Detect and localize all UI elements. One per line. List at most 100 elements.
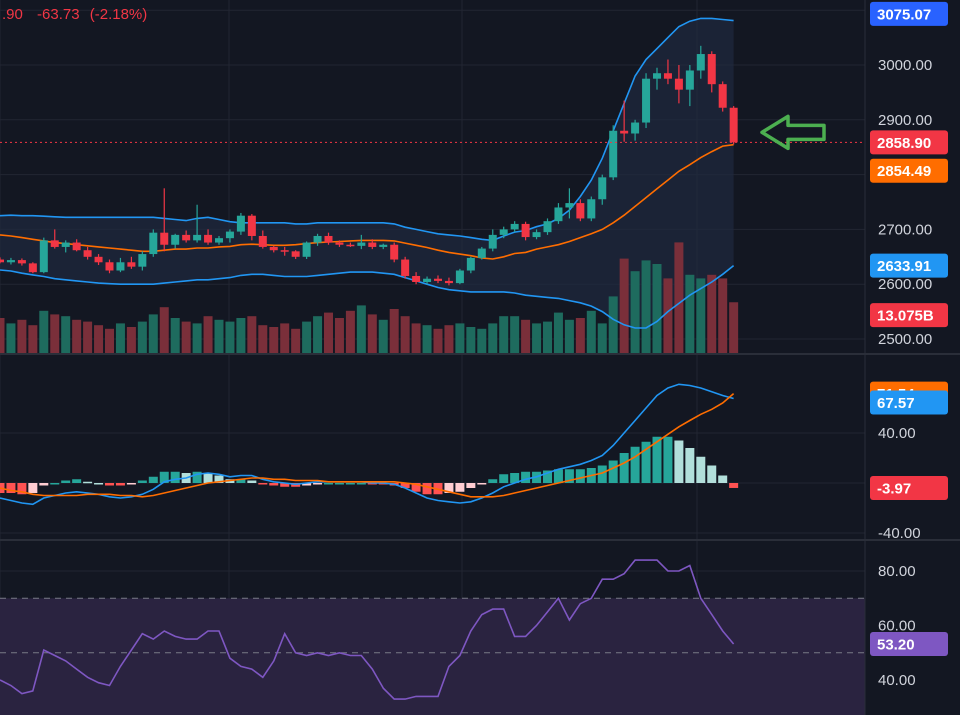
macd-histogram-bar xyxy=(159,471,169,483)
macd-histogram-bar xyxy=(411,483,421,492)
macd-histogram-bar xyxy=(521,471,531,483)
macd-histogram-bar xyxy=(575,469,585,483)
header-change-pct: (-2.18%) xyxy=(90,6,148,23)
macd-histogram-bar xyxy=(619,453,629,483)
candle-body xyxy=(554,207,563,222)
macd-axis-tick: 40.00 xyxy=(878,425,916,442)
macd-histogram-bar xyxy=(115,483,125,486)
candle-body xyxy=(83,250,92,257)
macd-signal-line xyxy=(0,392,735,498)
candle-body xyxy=(160,232,169,245)
lower-band-badge: 2633.91 xyxy=(877,258,931,275)
last-price-badge-background xyxy=(870,130,948,155)
volume-bar xyxy=(83,321,93,354)
macd-histogram-bar xyxy=(334,483,344,485)
macd-pane[interactable] xyxy=(0,383,739,506)
bollinger-basis-line xyxy=(0,143,734,260)
candle-body xyxy=(642,78,651,123)
left-arrow-annotation xyxy=(760,114,826,151)
candle-body xyxy=(707,54,716,85)
candle-body xyxy=(729,107,738,143)
volume-bar xyxy=(39,310,49,354)
rsi-badge: 53.20 xyxy=(877,637,915,654)
volume-bar xyxy=(247,316,257,354)
candle-body xyxy=(696,54,705,71)
volume-bar xyxy=(105,328,114,354)
volume-bar xyxy=(532,323,542,354)
candle-body xyxy=(653,73,661,79)
macd-histogram-bar xyxy=(356,483,366,485)
rsi-line xyxy=(0,559,735,700)
candle-body xyxy=(488,234,497,249)
rsi-axis-tick: 80.00 xyxy=(878,563,916,580)
candle-body xyxy=(171,234,180,245)
volume-bar xyxy=(389,309,399,354)
candle-body xyxy=(335,242,344,245)
macd-histogram-bar xyxy=(608,460,618,483)
candle-body xyxy=(565,203,574,208)
histogram-badge: -3.97 xyxy=(877,480,911,497)
candle-body xyxy=(357,242,366,246)
volume-bar xyxy=(28,325,38,354)
candle-body xyxy=(521,223,530,238)
volume-bar xyxy=(685,274,695,354)
price-axis-tick: 2600.00 xyxy=(878,276,932,293)
macd-histogram-bar xyxy=(203,473,213,483)
volume-bar xyxy=(641,260,651,354)
macd-histogram-bar xyxy=(543,470,552,483)
candle-body xyxy=(499,229,508,235)
macd-histogram xyxy=(0,436,739,495)
volume-bar xyxy=(302,321,312,354)
bollinger-lower-line xyxy=(0,264,735,329)
macd-histogram-bar xyxy=(477,483,487,485)
price-pane[interactable] xyxy=(0,17,865,354)
macd-histogram-bar xyxy=(126,483,136,485)
basis-badge-background xyxy=(870,158,948,183)
candle-body xyxy=(631,122,640,134)
macd-histogram-bar xyxy=(707,465,717,483)
volume-bar xyxy=(674,242,684,354)
volume-bar xyxy=(433,328,443,354)
macd-histogram-bar xyxy=(510,473,520,483)
candle-body xyxy=(718,84,727,108)
volume-bar xyxy=(553,312,563,354)
macd-histogram-bar xyxy=(499,474,509,483)
candle-body xyxy=(182,234,191,241)
rsi-band-background xyxy=(0,598,865,715)
macd-histogram-bar xyxy=(444,483,454,493)
candle-body xyxy=(324,235,333,243)
volume-bar xyxy=(159,307,169,354)
candle-body xyxy=(532,232,541,238)
candle-body xyxy=(50,240,59,247)
upper-band-badge-background xyxy=(870,1,948,26)
volume-bar xyxy=(466,327,476,354)
volume-bar xyxy=(718,278,728,354)
volume-bar xyxy=(608,296,618,354)
volume-bar xyxy=(148,314,158,354)
macd-histogram-bar xyxy=(553,469,563,483)
macd-histogram-bar xyxy=(685,448,695,483)
macd-histogram-bar xyxy=(652,436,662,483)
volume-bar xyxy=(137,321,147,354)
macd-histogram-bar xyxy=(50,483,60,485)
candle-body xyxy=(28,263,37,273)
volume-bar xyxy=(400,316,410,354)
volume-bar xyxy=(521,319,531,354)
rsi-pane[interactable] xyxy=(0,559,865,715)
price-axis-tick: 2500.00 xyxy=(878,331,932,348)
macd-histogram-bar xyxy=(696,456,706,483)
macd-histogram-bar xyxy=(674,440,684,483)
volume-bar xyxy=(663,278,673,354)
rsi-axis-tick: 60.00 xyxy=(878,618,916,635)
volume-bar xyxy=(291,328,301,354)
price-axis-tick: 2900.00 xyxy=(878,112,932,129)
macd-histogram-bar xyxy=(148,476,158,483)
upper-band-badge: 3075.07 xyxy=(877,6,931,23)
candle-body xyxy=(466,257,475,271)
macd-histogram-bar xyxy=(466,483,476,488)
macd-histogram-bar xyxy=(280,483,290,487)
candle-body xyxy=(72,242,81,251)
macd-histogram-bar xyxy=(258,483,268,485)
